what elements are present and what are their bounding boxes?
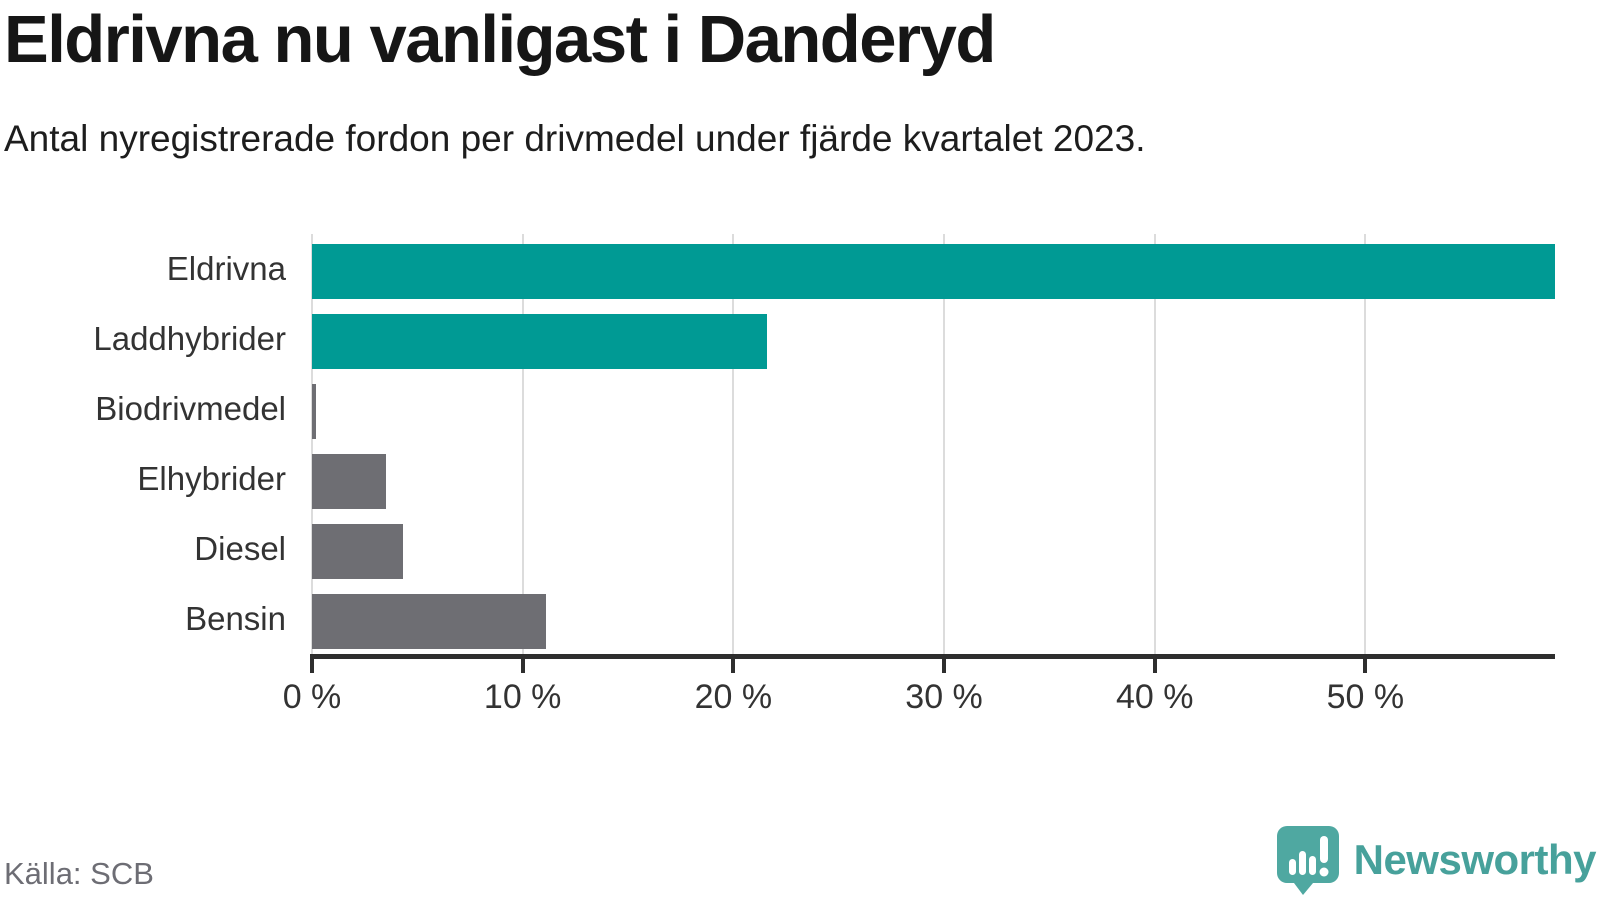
x-tick-40: [1152, 654, 1157, 673]
bar-biodrivmedel: [312, 383, 317, 439]
x-tick-50: [1363, 654, 1368, 673]
icon-exclamation-bar: [1319, 836, 1328, 863]
category-label-biodrivmedel: Biodrivmedel: [95, 390, 286, 427]
x-tick-30: [942, 654, 947, 673]
x-tick-label-0: 0 %: [282, 678, 342, 716]
bar-laddhybrider: [312, 313, 768, 369]
bar-bensin: [312, 593, 546, 649]
category-label-eldrivna: Eldrivna: [166, 250, 286, 287]
gridline-50: [1364, 234, 1367, 654]
category-labels: Eldrivna Laddhybrider Biodrivmedel Elhybrid…: [0, 234, 286, 654]
x-tick-label-10: 10 %: [483, 678, 562, 716]
source-note: Källa: SCB: [4, 856, 154, 891]
gridline-0: [311, 234, 313, 654]
newsworthy-logo-icon: [1276, 826, 1339, 895]
plot-area: 0 % 10 % 20 % 30 % 40 % 50 %: [283, 234, 1555, 716]
x-tick-label-40: 40 %: [1115, 678, 1194, 716]
icon-bar-3: [1308, 856, 1316, 875]
icon-bar-1: [1288, 859, 1296, 875]
x-axis-line: [312, 654, 1555, 659]
category-label-elhybrider: Elhybrider: [137, 460, 286, 497]
newsworthy-logo: Newsworthy: [1276, 825, 1597, 895]
icon-bar-2: [1298, 851, 1306, 875]
x-tick-20: [731, 654, 736, 673]
gridline-20: [732, 234, 735, 654]
chart-title: Eldrivna nu vanligast i Danderyd: [4, 2, 996, 77]
x-tick-0: [310, 654, 314, 673]
gridline-40: [1153, 234, 1156, 654]
newsworthy-logo-text: Newsworthy: [1353, 836, 1597, 883]
x-tick-label-20: 20 %: [694, 678, 773, 716]
chart-subtitle: Antal nyregistrerade fordon per drivmede…: [4, 118, 1146, 159]
category-label-laddhybrider: Laddhybrider: [93, 320, 286, 357]
x-tick-10: [520, 654, 525, 673]
icon-exclamation-dot: [1319, 867, 1329, 877]
gridline-10: [521, 234, 524, 654]
gridline-30: [943, 234, 946, 654]
bar-elhybrider: [312, 453, 386, 509]
x-tick-label-30: 30 %: [905, 678, 983, 716]
bar-eldrivna: [312, 243, 1555, 299]
bar-diesel: [312, 523, 403, 579]
category-label-bensin: Bensin: [185, 600, 286, 637]
x-tick-label-50: 50 %: [1326, 678, 1405, 716]
category-label-diesel: Diesel: [194, 530, 286, 567]
